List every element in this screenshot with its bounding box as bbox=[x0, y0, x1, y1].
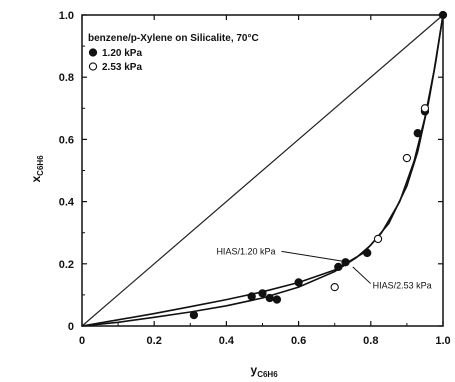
y-tick-label: 0.8 bbox=[59, 72, 74, 84]
point-filled bbox=[258, 289, 267, 298]
y-tick-label: 1.0 bbox=[59, 10, 74, 22]
y-tick-label: 0.6 bbox=[59, 134, 74, 146]
point-filled bbox=[247, 292, 256, 301]
y-axis-label: xC6H6 bbox=[29, 155, 45, 183]
annotation-label: HIAS/2.53 kPa bbox=[373, 281, 432, 291]
annotation-leader bbox=[352, 266, 371, 284]
point-open bbox=[402, 153, 412, 163]
x-axis-label: yC6H6 bbox=[251, 363, 279, 379]
legend-title: benzene/p-Xylene on Silicalite, 70°C bbox=[88, 33, 259, 44]
x-axis-ticks: 0 0.2 0.4 0.6 0.8 1.0 bbox=[79, 15, 451, 347]
point-open bbox=[330, 282, 339, 292]
y-axis-label-sub: C6H6 bbox=[36, 155, 45, 176]
x-tick-label: 1.0 bbox=[435, 335, 450, 347]
legend-marker-open bbox=[88, 62, 98, 71]
point-open bbox=[373, 234, 383, 244]
y-axis-ticks: 0 0.2 0.4 0.6 0.8 1.0 bbox=[59, 10, 443, 333]
legend-label: 2.53 kPa bbox=[102, 62, 142, 73]
x-tick-label: 0.8 bbox=[363, 335, 378, 347]
y-tick-label: 0.2 bbox=[59, 259, 74, 271]
x-tick-label: 0.4 bbox=[219, 335, 235, 347]
data-points bbox=[189, 10, 448, 320]
point-filled bbox=[265, 293, 274, 303]
annotations: HIAS/1.20 kPa HIAS/2.53 kPa bbox=[216, 246, 431, 290]
annotation-leader bbox=[281, 250, 350, 263]
x-tick-label: 0.6 bbox=[291, 335, 306, 347]
point-filled bbox=[189, 310, 199, 320]
x-tick-label: 0.2 bbox=[147, 335, 162, 347]
y-tick-label: 0.4 bbox=[59, 197, 75, 209]
annotation-label: HIAS/1.20 kPa bbox=[216, 246, 275, 256]
point-filled bbox=[294, 278, 303, 287]
point-filled bbox=[438, 10, 448, 20]
y-tick-label: 0 bbox=[68, 321, 74, 333]
point-open bbox=[420, 104, 430, 113]
point-filled bbox=[272, 295, 282, 304]
point-filled bbox=[334, 262, 343, 272]
point-filled bbox=[363, 248, 372, 258]
diagonal-reference-line bbox=[81, 14, 444, 327]
legend-label: 1.20 kPa bbox=[102, 48, 142, 59]
x-tick-label: 0 bbox=[79, 335, 85, 347]
x-axis-label-sub: C6H6 bbox=[257, 370, 278, 379]
legend: benzene/p-Xylene on Silicalite, 70°C 1.20… bbox=[88, 33, 259, 73]
legend-marker-filled bbox=[88, 48, 98, 57]
point-filled bbox=[413, 129, 422, 138]
